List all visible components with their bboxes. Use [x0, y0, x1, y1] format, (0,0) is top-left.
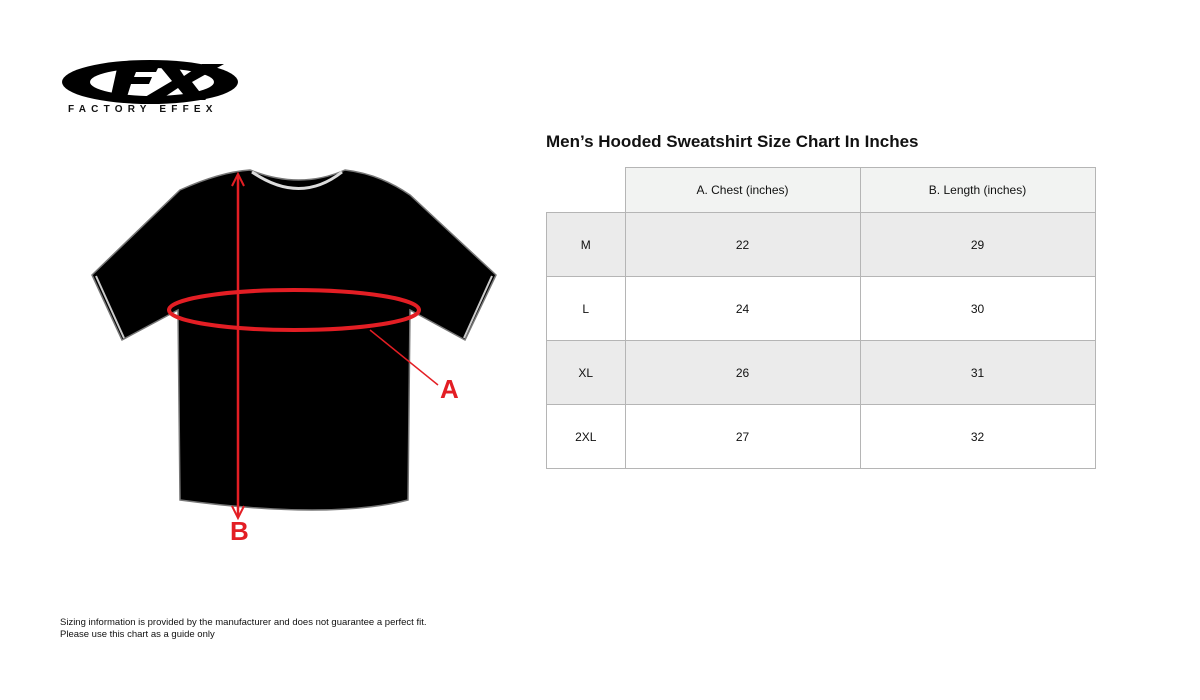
length-cell: 32: [859, 404, 1096, 469]
fx-logo: [62, 60, 238, 104]
size-cell: M: [546, 212, 626, 277]
header-chest: A. Chest (inches): [624, 167, 861, 213]
chest-cell: 22: [624, 212, 861, 277]
chest-pointer: [369, 329, 439, 386]
footnote: Sizing information is provided by the ma…: [60, 617, 427, 641]
size-table: A. Chest (inches) B. Length (inches) M 2…: [546, 167, 1096, 469]
label-a: A: [440, 374, 459, 404]
size-cell: XL: [546, 340, 626, 405]
label-b: B: [230, 516, 249, 546]
footnote-line-2: Please use this chart as a guide only: [60, 629, 215, 640]
table-row: L 24 30: [546, 276, 1096, 341]
header-size: [546, 167, 626, 213]
chest-cell: 27: [624, 404, 861, 469]
chest-measure-line: [167, 288, 421, 332]
header-length: B. Length (inches): [859, 167, 1096, 213]
length-cell: 31: [859, 340, 1096, 405]
tshirt-diagram: A B: [91, 169, 497, 546]
chest-cell: 24: [624, 276, 861, 341]
length-cell: 29: [859, 212, 1096, 277]
footnote-line-1: Sizing information is provided by the ma…: [60, 617, 427, 628]
length-cell: 30: [859, 276, 1096, 341]
table-row: 2XL 27 32: [546, 404, 1096, 469]
table-row: XL 26 31: [546, 340, 1096, 405]
size-cell: L: [546, 276, 626, 341]
size-cell: 2XL: [546, 404, 626, 469]
chart-title: Men’s Hooded Sweatshirt Size Chart In In…: [546, 132, 919, 151]
header-row: A. Chest (inches) B. Length (inches): [546, 167, 1096, 213]
tshirt-body: [91, 169, 497, 511]
table-row: M 22 29: [546, 212, 1096, 277]
chest-cell: 26: [624, 340, 861, 405]
brand-name: FACTORY EFFEX: [68, 104, 218, 115]
